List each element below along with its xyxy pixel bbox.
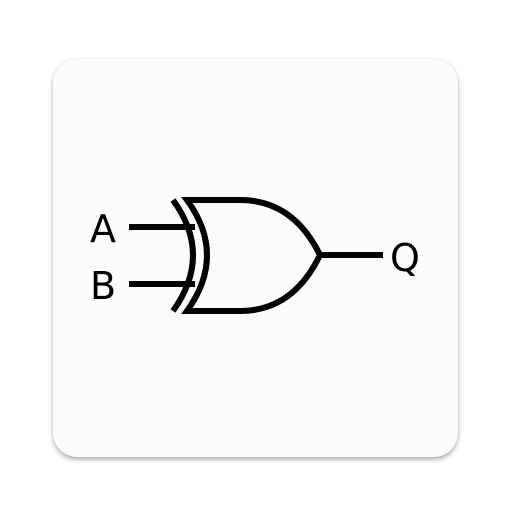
input-label-a: A [90,207,116,251]
input-label-b: B [90,264,116,308]
gate-body [181,197,324,314]
app-icon-background[interactable] [53,59,458,457]
xor-input-curve [170,198,196,313]
output-label-q: Q [390,236,420,280]
